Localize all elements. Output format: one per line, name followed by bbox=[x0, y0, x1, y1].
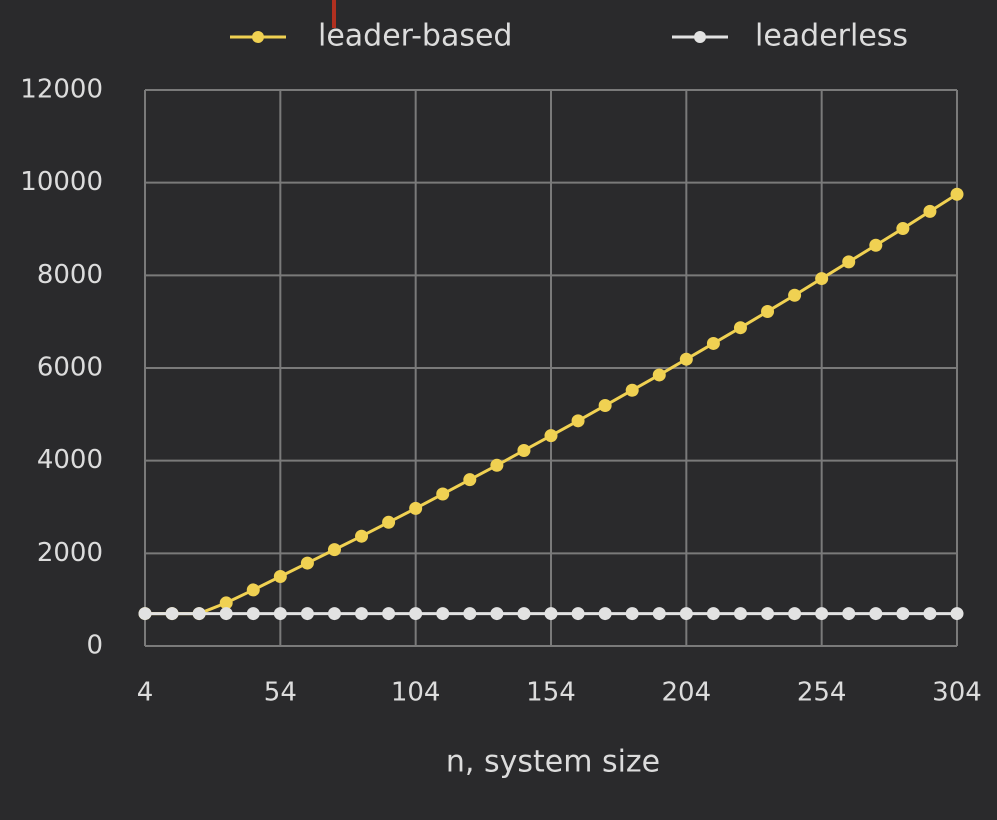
y-tick-label: 8000 bbox=[37, 260, 103, 290]
data-point bbox=[842, 255, 856, 269]
data-point bbox=[869, 607, 883, 621]
data-point bbox=[544, 429, 558, 443]
data-point bbox=[490, 607, 504, 621]
data-point bbox=[896, 222, 910, 236]
data-point bbox=[355, 607, 369, 621]
data-point bbox=[923, 204, 937, 218]
data-point bbox=[869, 238, 883, 252]
x-tick-label: 104 bbox=[391, 678, 441, 708]
data-point bbox=[679, 607, 693, 621]
data-point bbox=[219, 607, 233, 621]
legend-label: leaderless bbox=[755, 19, 908, 54]
data-point bbox=[788, 607, 802, 621]
data-point bbox=[300, 607, 314, 621]
data-point bbox=[625, 607, 639, 621]
data-point bbox=[463, 607, 477, 621]
data-point bbox=[436, 487, 450, 501]
data-point bbox=[625, 383, 639, 397]
x-tick-label: 304 bbox=[932, 678, 982, 708]
y-tick-label: 6000 bbox=[37, 353, 103, 383]
data-point bbox=[788, 288, 802, 302]
data-point bbox=[706, 607, 720, 621]
data-point bbox=[327, 543, 341, 557]
data-point bbox=[517, 607, 531, 621]
y-tick-label: 4000 bbox=[37, 445, 103, 475]
data-point bbox=[950, 187, 964, 201]
data-point bbox=[815, 607, 829, 621]
data-point bbox=[382, 607, 396, 621]
data-point bbox=[761, 304, 775, 318]
y-tick-label: 2000 bbox=[37, 538, 103, 568]
data-point bbox=[733, 321, 747, 335]
data-point bbox=[842, 607, 856, 621]
data-point bbox=[598, 399, 612, 413]
data-point bbox=[327, 607, 341, 621]
data-point bbox=[490, 458, 504, 472]
data-point bbox=[409, 501, 423, 515]
data-point bbox=[733, 607, 747, 621]
legend-label: leader-based bbox=[318, 19, 512, 54]
data-point bbox=[571, 414, 585, 428]
data-point bbox=[652, 607, 666, 621]
data-point bbox=[246, 607, 260, 621]
legend-marker bbox=[694, 31, 706, 43]
data-point bbox=[382, 515, 396, 529]
data-point bbox=[138, 607, 152, 621]
data-point bbox=[463, 473, 477, 487]
y-tick-label: 0 bbox=[86, 631, 103, 661]
data-point bbox=[706, 336, 720, 350]
data-point bbox=[192, 607, 206, 621]
data-point bbox=[923, 607, 937, 621]
data-point bbox=[436, 607, 450, 621]
data-point bbox=[679, 352, 693, 366]
data-point bbox=[896, 607, 910, 621]
data-point bbox=[300, 556, 314, 570]
x-tick-label: 154 bbox=[526, 678, 576, 708]
data-point bbox=[598, 607, 612, 621]
data-point bbox=[571, 607, 585, 621]
data-point bbox=[246, 583, 260, 597]
x-tick-label: 254 bbox=[797, 678, 847, 708]
data-point bbox=[409, 607, 423, 621]
data-point bbox=[517, 443, 531, 457]
data-point bbox=[544, 607, 558, 621]
data-point bbox=[219, 596, 233, 610]
data-point bbox=[273, 607, 287, 621]
data-point bbox=[950, 607, 964, 621]
x-tick-label: 4 bbox=[137, 678, 154, 708]
x-tick-label: 204 bbox=[662, 678, 712, 708]
legend-marker bbox=[252, 31, 264, 43]
data-point bbox=[815, 272, 829, 286]
x-tick-label: 54 bbox=[264, 678, 297, 708]
data-point bbox=[355, 529, 369, 543]
x-axis-label: n, system size bbox=[446, 745, 660, 780]
data-point bbox=[165, 607, 179, 621]
y-tick-label: 10000 bbox=[20, 167, 103, 197]
data-point bbox=[273, 570, 287, 583]
y-tick-label: 12000 bbox=[20, 75, 103, 105]
data-point bbox=[761, 607, 775, 621]
data-point bbox=[652, 368, 666, 382]
